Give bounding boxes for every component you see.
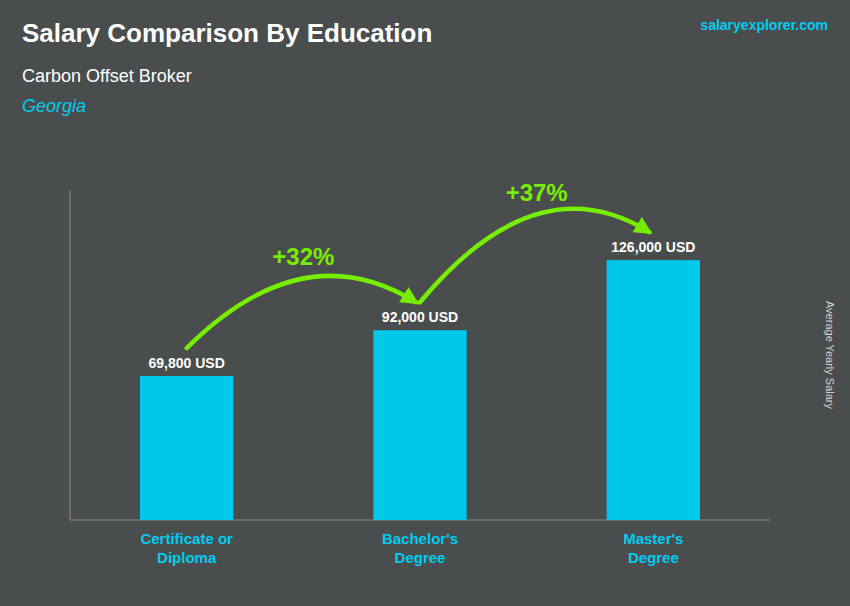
subtitle: Carbon Offset Broker [22, 66, 192, 86]
title: Salary Comparison By Education [22, 18, 432, 48]
change-label: +32% [272, 243, 334, 270]
x-tick-label-line: Degree [395, 549, 446, 566]
y-axis-label: Average Yearly Salary [824, 301, 836, 410]
y-axis-line [70, 190, 71, 520]
bar [607, 260, 700, 520]
x-tick-label: Bachelor's Degree [382, 530, 458, 566]
background [0, 0, 850, 606]
chart: Salary Comparison By Education Carbon Off… [0, 0, 850, 606]
x-tick-label: Certificate or Diploma [140, 530, 233, 566]
change-label: +37% [506, 179, 568, 206]
bar [140, 376, 233, 520]
data-label: 69,800 USD [149, 355, 225, 371]
change-arrow [187, 276, 416, 348]
x-tick-label-line: Master's [623, 530, 683, 547]
x-tick-label: Master's Degree [623, 530, 683, 566]
x-tick-label-line: Certificate or [140, 530, 233, 547]
location: Georgia [22, 96, 86, 116]
change-arrow [420, 209, 649, 302]
source: salaryexplorer.com [700, 17, 828, 33]
x-tick-label-line: Diploma [157, 549, 217, 566]
x-tick-label-line: Bachelor's [382, 530, 458, 547]
bar [373, 330, 466, 520]
x-tick-label-line: Degree [628, 549, 679, 566]
data-label: 92,000 USD [382, 309, 458, 325]
data-label: 126,000 USD [611, 239, 695, 255]
